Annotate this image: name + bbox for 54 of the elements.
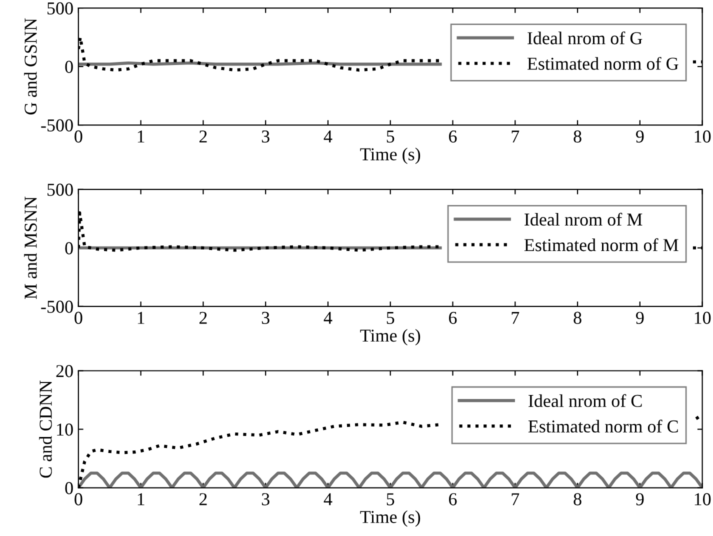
y-axis-title: M and MSNN xyxy=(24,196,37,300)
x-tick-label: 3 xyxy=(262,130,270,143)
y-axis-title: G and GSNN xyxy=(24,18,37,114)
x-tick-label: 6 xyxy=(449,493,457,506)
x-axis-title: Time (s) xyxy=(360,510,420,527)
y-axis-title: C and CDNN xyxy=(39,380,52,478)
x-tick-label: 5 xyxy=(386,493,394,506)
y-tick-label: 500 xyxy=(48,184,73,196)
x-tick-label: 4 xyxy=(324,312,332,324)
x-tick-label: 0 xyxy=(74,493,82,506)
x-tick-label: 7 xyxy=(512,493,520,506)
x-tick-label: 4 xyxy=(324,130,332,142)
x-tick-label: 10 xyxy=(694,130,711,143)
y-tick-label: 500 xyxy=(48,2,73,14)
x-tick-label: 7 xyxy=(512,312,520,324)
x-tick-label: 8 xyxy=(574,493,582,506)
series-label: Estimated norm of M xyxy=(524,238,678,252)
x-tick-label: 3 xyxy=(262,493,270,506)
x-tick-label: 6 xyxy=(449,130,457,143)
y-tick-label: -500 xyxy=(41,300,73,313)
x-axis-title: Time (s) xyxy=(360,329,420,346)
series-label: Estimated norm of G xyxy=(527,56,678,70)
x-tick-label: 3 xyxy=(262,312,270,324)
x-tick-label: 9 xyxy=(636,493,644,506)
x-tick-label: 8 xyxy=(574,130,582,143)
y-tick-label: -500 xyxy=(41,119,73,132)
x-tick-label: 7 xyxy=(512,130,520,142)
x-tick-label: 10 xyxy=(694,493,711,506)
x-tick-label: 0 xyxy=(74,312,82,324)
x-tick-label: 1 xyxy=(138,130,144,142)
x-axis-title: Time (s) xyxy=(360,148,420,164)
x-tick-label: 5 xyxy=(386,130,394,143)
x-tick-label: 5 xyxy=(386,312,394,324)
x-tick-label: 6 xyxy=(449,312,457,324)
x-tick-label: 9 xyxy=(636,130,644,143)
x-tick-label: 0 xyxy=(74,130,82,143)
y-tick-label: 0 xyxy=(65,242,73,254)
x-tick-label: 8 xyxy=(574,312,582,324)
x-tick-label: 10 xyxy=(694,312,711,324)
legend-label: Ideal nrom of M xyxy=(524,212,642,226)
series-label: Estimated norm of C xyxy=(528,420,678,433)
x-tick-label: 2 xyxy=(199,493,207,506)
x-tick-label: 4 xyxy=(324,493,332,506)
legend-label: Ideal nrom of G xyxy=(528,31,642,44)
y-tick-label: 0 xyxy=(65,482,73,494)
y-tick-label: 10 xyxy=(57,424,73,436)
y-tick-label: 0 xyxy=(65,60,73,73)
y-tick-label: 20 xyxy=(56,365,73,378)
x-tick-label: 2 xyxy=(199,312,207,324)
x-tick-label: 2 xyxy=(199,130,207,142)
x-tick-label: 1 xyxy=(138,493,144,506)
x-tick-label: 9 xyxy=(636,312,644,324)
legend-label: Ideal nrom of C xyxy=(528,394,642,408)
x-tick-label: 1 xyxy=(138,312,144,324)
